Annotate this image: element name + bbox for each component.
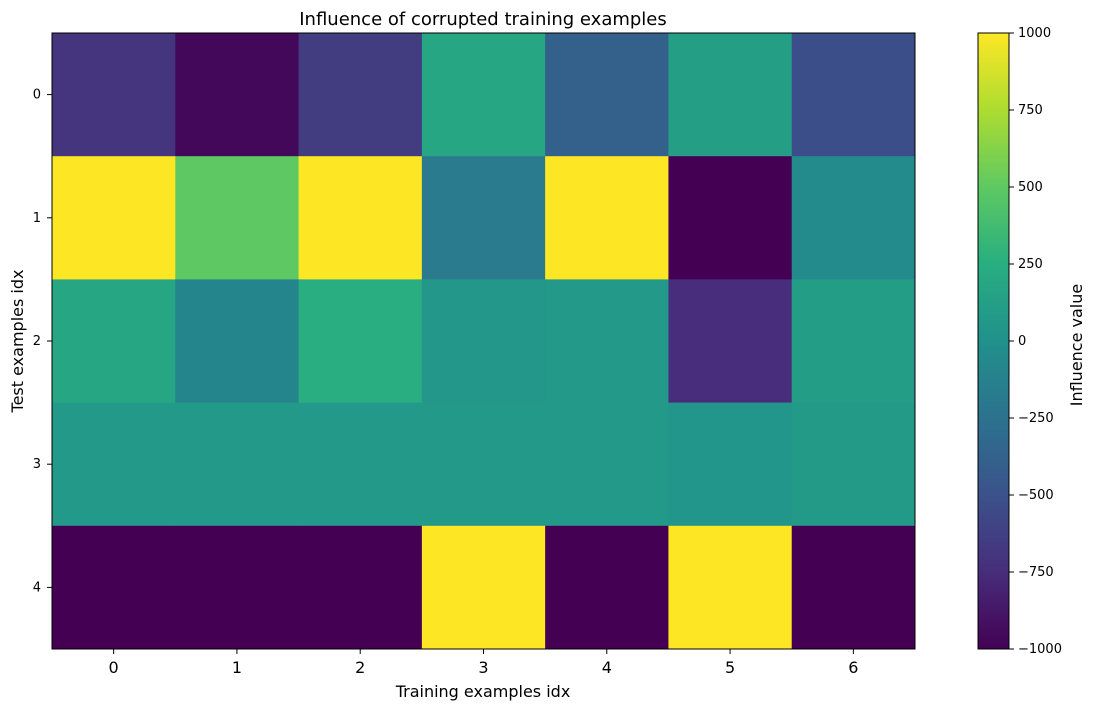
heatmap-cell-r0-c6 — [791, 33, 916, 157]
heatmap-cell-r4-c5 — [668, 525, 793, 650]
y-axis-label: Test examples idx — [8, 270, 27, 414]
x-tick-label: 4 — [602, 658, 612, 677]
heatmap-cell-r3-c6 — [791, 402, 916, 527]
x-tick-label: 6 — [848, 658, 858, 677]
chart-title: Influence of corrupted training examples — [299, 9, 667, 30]
colorbar — [977, 32, 1010, 650]
heatmap-cells — [52, 33, 916, 650]
heatmap-cell-r0-c2 — [298, 33, 423, 157]
heatmap-cell-r3-c0 — [52, 402, 176, 527]
heatmap-cell-r2-c5 — [668, 279, 793, 404]
heatmap-cell-r2-c3 — [421, 279, 546, 404]
x-tick-label: 3 — [478, 658, 488, 677]
heatmap-cell-r3-c1 — [175, 402, 300, 527]
heatmap-cell-r1-c1 — [175, 156, 300, 280]
heatmap-cell-r1-c4 — [545, 156, 669, 280]
heatmap-cell-r4-c6 — [791, 525, 916, 650]
y-tick-label: 2 — [33, 334, 41, 349]
colorbar-tick-label: 0 — [1018, 334, 1026, 349]
heatmap-cell-r4-c0 — [52, 525, 176, 650]
colorbar-tick-label: −500 — [1018, 488, 1054, 503]
colorbar-tick-label: 500 — [1018, 180, 1043, 195]
x-tick-label: 5 — [725, 658, 735, 677]
heatmap-cell-r0-c4 — [545, 33, 669, 157]
heatmap-cell-r1-c3 — [421, 156, 546, 280]
heatmap-cell-r0-c1 — [175, 33, 300, 157]
colorbar-tick-label: −250 — [1018, 411, 1054, 426]
colorbar-tick-label: 1000 — [1018, 26, 1051, 41]
heatmap-cell-r4-c4 — [545, 525, 669, 650]
heatmap-cell-r4-c1 — [175, 525, 300, 650]
heatmap-cell-r2-c4 — [545, 279, 669, 404]
heatmap-cell-r1-c5 — [668, 156, 793, 280]
heatmap-cell-r3-c3 — [421, 402, 546, 527]
x-axis-label: Training examples idx — [395, 682, 571, 701]
x-tick-label: 2 — [355, 658, 365, 677]
heatmap-cell-r2-c0 — [52, 279, 176, 404]
colorbar-tick-label: −1000 — [1018, 642, 1062, 657]
heatmap-cell-r0-c0 — [52, 33, 176, 157]
heatmap-cell-r3-c4 — [545, 402, 669, 527]
heatmap-cell-r4-c2 — [298, 525, 423, 650]
colorbar-tick-label: 250 — [1018, 257, 1043, 272]
heatmap-cell-r1-c0 — [52, 156, 176, 280]
y-tick-label: 0 — [33, 88, 41, 103]
heatmap-cell-r3-c5 — [668, 402, 793, 527]
heatmap-cell-r1-c2 — [298, 156, 423, 280]
colorbar-tick-label: −750 — [1018, 565, 1054, 580]
heatmap-cell-r4-c3 — [421, 525, 546, 650]
heatmap-cell-r0-c5 — [668, 33, 793, 157]
x-tick-label: 1 — [232, 658, 242, 677]
heatmap-cell-r3-c2 — [298, 402, 423, 527]
x-axis-ticks: 0 1 2 3 4 5 6 — [109, 649, 858, 677]
heatmap-cell-r1-c6 — [791, 156, 916, 280]
y-tick-label: 1 — [33, 211, 41, 226]
y-axis-ticks: 0 1 2 3 4 — [33, 88, 52, 595]
colorbar-tick-label: 750 — [1018, 103, 1043, 118]
x-tick-label: 0 — [109, 658, 119, 677]
heatmap-cell-r2-c2 — [298, 279, 423, 404]
y-tick-label: 3 — [33, 457, 41, 472]
colorbar-label: Influence value — [1067, 284, 1086, 407]
heatmap-cell-r2-c6 — [791, 279, 916, 404]
heatmap-cell-r2-c1 — [175, 279, 300, 404]
y-tick-label: 4 — [33, 580, 41, 595]
heatmap-cell-r0-c3 — [421, 33, 546, 157]
colorbar-ticks: 1000 750 500 250 0 −250 −500 −750 −1000 — [1009, 26, 1062, 657]
